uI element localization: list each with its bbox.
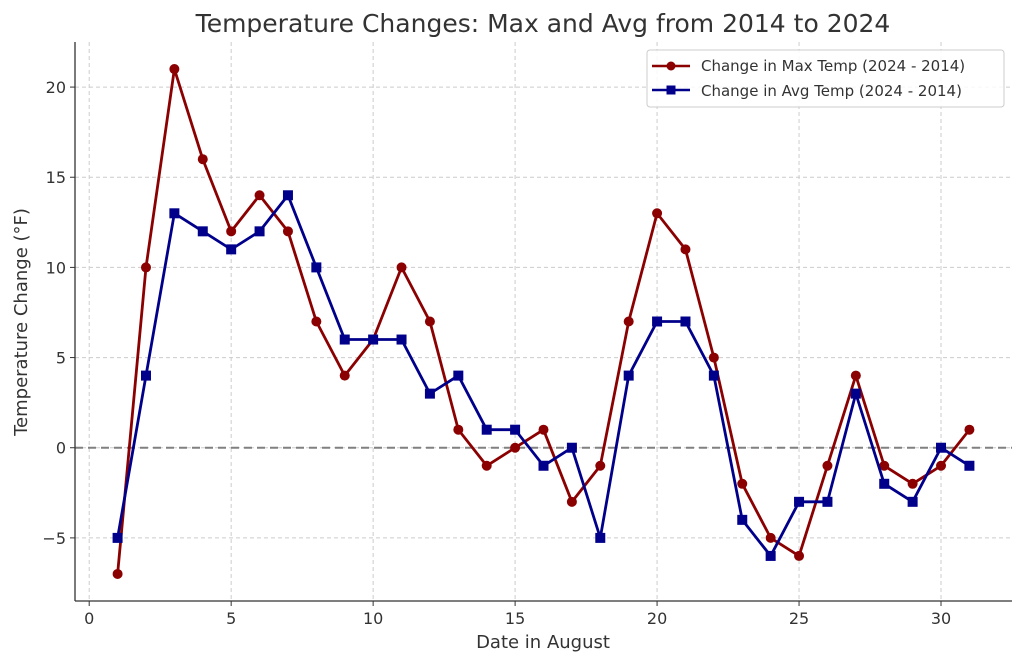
legend-item-avg: Change in Avg Temp (2024 - 2014): [652, 82, 962, 100]
data-point-circle: [226, 226, 237, 237]
data-point-square: [680, 316, 691, 327]
data-point-square: [481, 424, 492, 435]
data-point-circle: [907, 478, 918, 489]
ticks: 0 5 10 15 20 25 30 −5 0 5 10 15 20: [42, 78, 951, 628]
data-point-circle: [339, 370, 350, 381]
data-point-square: [936, 442, 947, 453]
data-point-square: [737, 514, 748, 525]
data-point-square: [112, 532, 123, 543]
data-point-circle: [112, 568, 123, 579]
y-tick-label: 10: [46, 258, 66, 277]
data-point-circle: [538, 424, 549, 435]
chart-title: Temperature Changes: Max and Avg from 20…: [195, 9, 891, 38]
series-line: [116, 67, 971, 575]
data-point-circle: [708, 352, 719, 363]
data-point-square: [595, 532, 606, 543]
x-tick-label: 10: [363, 609, 383, 628]
data-point-square: [964, 460, 975, 471]
grid: [75, 42, 1012, 601]
data-point-square: [907, 496, 918, 507]
data-point-square: [368, 334, 379, 345]
data-point-square: [169, 208, 180, 219]
data-point-circle: [964, 424, 975, 435]
data-point-square: [424, 388, 435, 399]
data-point-circle: [254, 190, 265, 201]
data-point-circle: [595, 460, 606, 471]
data-point-circle: [282, 226, 293, 237]
data-point-circle: [652, 208, 663, 219]
data-point-circle: [822, 460, 833, 471]
data-point-square: [822, 496, 833, 507]
data-point-circle: [737, 478, 748, 489]
series-avg-temp: [112, 190, 975, 561]
x-tick-label: 25: [789, 609, 809, 628]
series-max-temp: [112, 64, 975, 579]
legend-marker-circle: [666, 61, 676, 71]
data-point-circle: [623, 316, 634, 327]
legend-box: [646, 49, 1005, 108]
legend-marker-square: [666, 85, 676, 95]
data-point-circle: [850, 370, 861, 381]
data-point-circle: [197, 154, 208, 165]
x-tick-label: 20: [647, 609, 667, 628]
y-tick-label: −5: [42, 529, 66, 548]
x-axis-label: Date in August: [476, 632, 610, 653]
data-point-square: [282, 190, 293, 201]
data-point-circle: [566, 496, 577, 507]
data-point-circle: [765, 532, 776, 543]
data-point-square: [566, 442, 577, 453]
data-point-circle: [396, 262, 407, 273]
data-point-square: [794, 496, 805, 507]
data-point-circle: [936, 460, 947, 471]
data-point-square: [396, 334, 407, 345]
y-tick-label: 5: [56, 349, 66, 368]
data-point-circle: [140, 262, 151, 273]
x-tick-label: 15: [505, 609, 525, 628]
data-point-square: [311, 262, 322, 273]
data-point-square: [538, 460, 549, 471]
legend: Change in Max Temp (2024 - 2014) Change …: [646, 49, 1005, 108]
x-tick-label: 0: [84, 609, 94, 628]
y-tick-label: 15: [46, 168, 66, 187]
data-point-circle: [481, 460, 492, 471]
data-point-circle: [794, 550, 805, 561]
data-point-square: [708, 370, 719, 381]
data-point-square: [339, 334, 350, 345]
data-point-circle: [453, 424, 464, 435]
series-line: [116, 193, 971, 558]
y-tick-label: 0: [56, 439, 66, 458]
data-point-square: [765, 550, 776, 561]
data-point-square: [879, 478, 890, 489]
data-point-circle: [424, 316, 435, 327]
data-point-circle: [311, 316, 322, 327]
data-point-circle: [510, 442, 521, 453]
data-point-square: [197, 226, 208, 237]
data-point-square: [510, 424, 521, 435]
y-axis-label: Temperature Change (°F): [11, 208, 32, 437]
data-point-circle: [169, 64, 180, 75]
legend-item-max: Change in Max Temp (2024 - 2014): [652, 57, 965, 75]
data-point-square: [254, 226, 265, 237]
data-point-square: [623, 370, 634, 381]
data-point-circle: [680, 244, 691, 255]
legend-label-avg: Change in Avg Temp (2024 - 2014): [701, 82, 962, 100]
data-point-square: [850, 388, 861, 399]
data-point-square: [453, 370, 464, 381]
data-point-square: [140, 370, 151, 381]
data-point-circle: [879, 460, 890, 471]
x-tick-label: 30: [931, 609, 951, 628]
x-tick-label: 5: [226, 609, 236, 628]
legend-label-max: Change in Max Temp (2024 - 2014): [701, 57, 965, 75]
data-point-square: [226, 244, 237, 255]
y-tick-label: 20: [46, 78, 66, 97]
series-layer: [112, 64, 975, 579]
data-point-square: [652, 316, 663, 327]
